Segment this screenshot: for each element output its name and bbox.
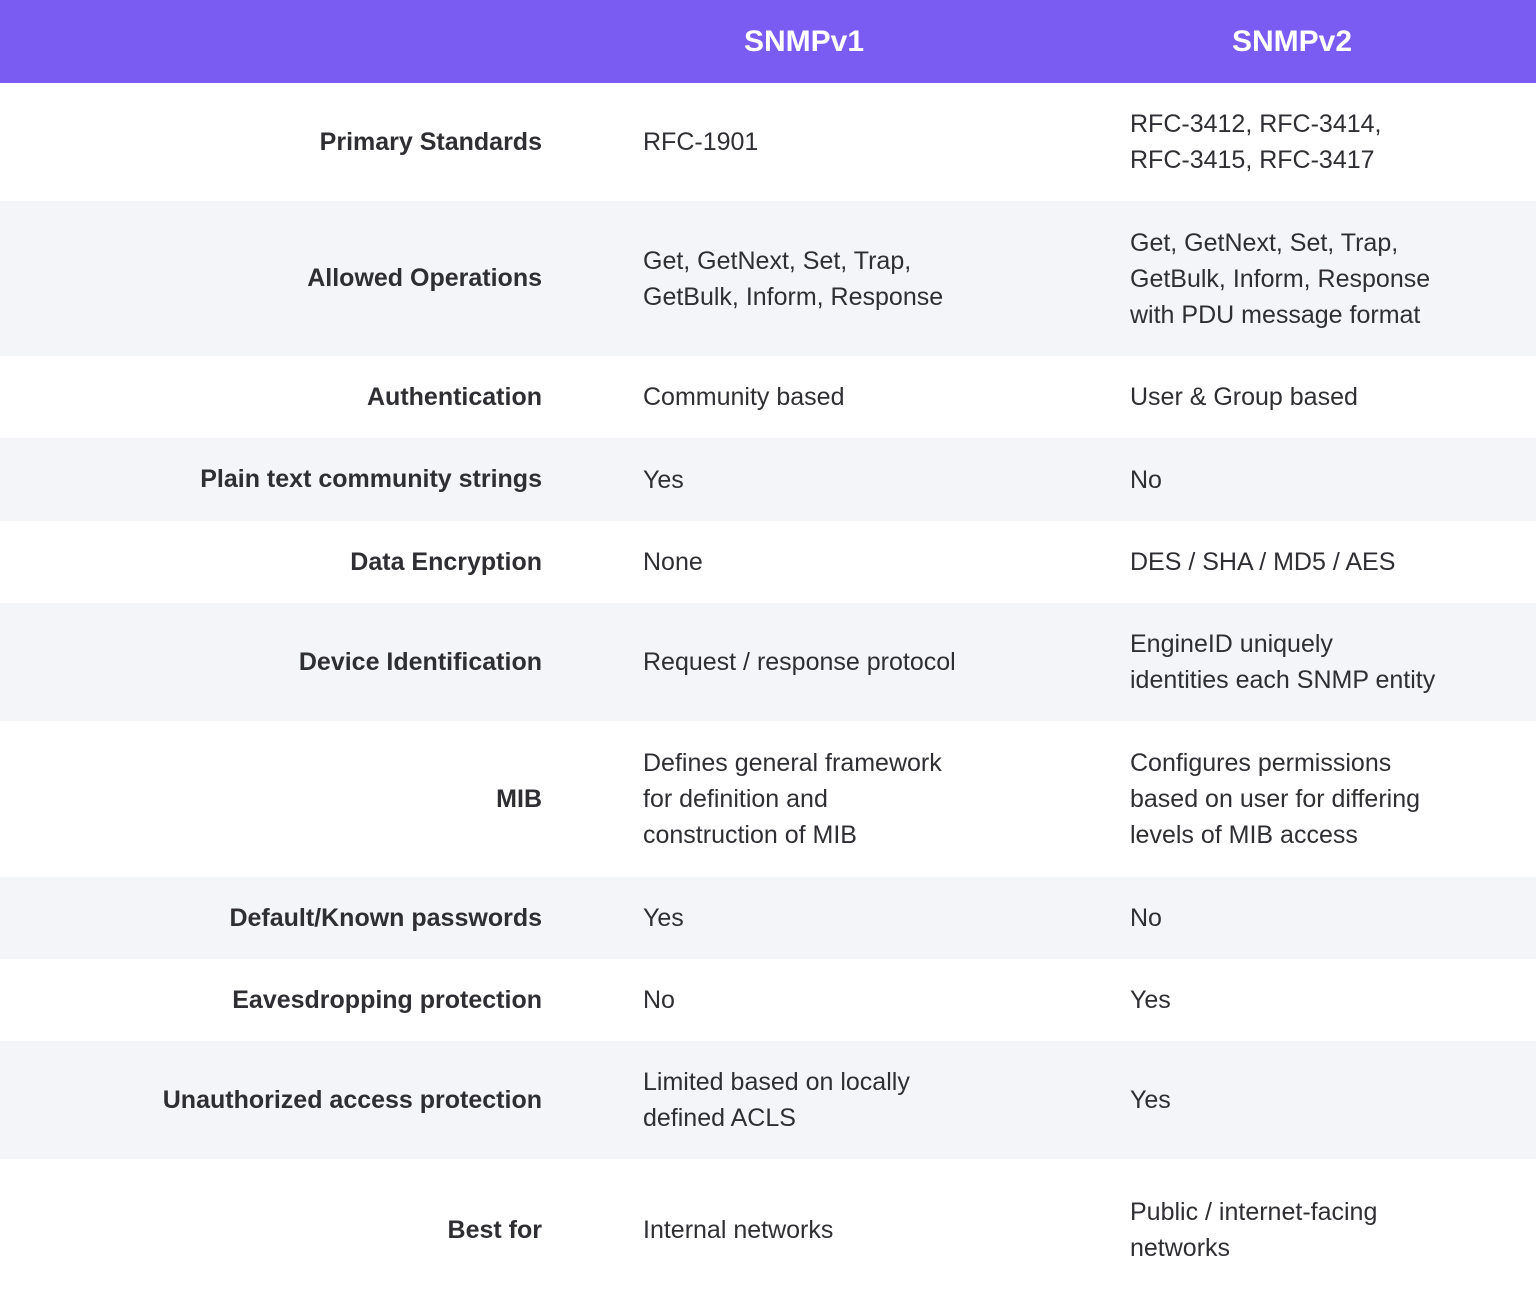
column-header-snmpv1: SNMPv1 [743, 25, 865, 58]
table-row: Primary Standards RFC-1901 RFC-3412, RFC-3… [0, 83, 1536, 201]
table-body: Primary Standards RFC-1901 RFC-3412, RFC-3… [0, 83, 1536, 1301]
row-label: Device Identification [298, 647, 542, 676]
snmpv1-cell: Internal networks [643, 1216, 834, 1244]
table-row: Eavesdropping protection No Yes [0, 959, 1536, 1041]
snmpv2-cell: Get, GetNext, Set, Trap, GetBulk, Inform… [1130, 228, 1431, 329]
snmpv1-cell: RFC-1901 [643, 128, 759, 156]
row-label: MIB [496, 784, 542, 813]
table-row: Plain text community strings Yes No [0, 438, 1536, 521]
snmpv2-cell: Yes [1130, 986, 1171, 1014]
snmpv2-cell: Public / internet-facing networks [1130, 1198, 1378, 1262]
row-label: Data Encryption [350, 547, 542, 576]
snmpv1-cell: Limited based on locally defined ACLS [643, 1068, 910, 1132]
table-row: MIB Defines general framework for definit… [0, 721, 1536, 877]
snmpv1-cell: Get, GetNext, Set, Trap, GetBulk, Inform… [643, 246, 944, 311]
snmpv1-cell: Defines general framework for definition… [643, 749, 942, 849]
table-row: Data Encryption None DES / SHA / MD5 / AES [0, 521, 1536, 603]
snmpv2-cell: EngineID uniquely identities each SNMP e… [1130, 630, 1436, 694]
snmpv2-cell: Yes [1130, 1086, 1171, 1114]
row-label: Plain text community strings [200, 465, 542, 493]
row-label: Unauthorized access protection [162, 1085, 542, 1114]
row-label: Authentication [367, 382, 542, 411]
snmpv1-cell: None [643, 548, 703, 576]
table-row: Device Identification Request / response … [0, 603, 1536, 721]
column-header-snmpv2: SNMPv2 [1231, 25, 1353, 58]
snmpv1-cell: Yes [643, 904, 684, 932]
snmpv1-cell: No [643, 986, 675, 1014]
snmpv1-cell: Community based [643, 383, 845, 411]
snmpv2-cell: RFC-3412, RFC-3414, RFC-3415, RFC-3417 [1130, 110, 1382, 174]
table-row: Allowed Operations Get, GetNext, Set, Tra… [0, 201, 1536, 356]
table-row: Best for Internal networks Public / intern… [0, 1159, 1536, 1301]
table-header: SNMPv1 SNMPv2 [0, 0, 1536, 83]
row-label: Default/Known passwords [229, 903, 542, 932]
snmpv2-cell: No [1130, 904, 1162, 932]
snmpv2-cell: No [1130, 465, 1162, 494]
snmpv2-cell: Configures permissions based on user for… [1130, 749, 1421, 849]
row-label: Eavesdropping protection [232, 985, 542, 1014]
table-row: Authentication Community based User & Grou… [0, 356, 1536, 438]
row-label: Allowed Operations [307, 264, 542, 292]
table-row: Default/Known passwords Yes No [0, 877, 1536, 959]
table-row: Unauthorized access protection Limited ba… [0, 1041, 1536, 1159]
snmpv1-cell: Request / response protocol [643, 648, 956, 676]
snmpv1-cell: Yes [643, 465, 684, 494]
row-label: Primary Standards [319, 127, 542, 156]
snmpv2-cell: DES / SHA / MD5 / AES [1130, 548, 1396, 576]
row-label: Best for [447, 1215, 542, 1244]
snmpv2-cell: User & Group based [1130, 383, 1358, 411]
